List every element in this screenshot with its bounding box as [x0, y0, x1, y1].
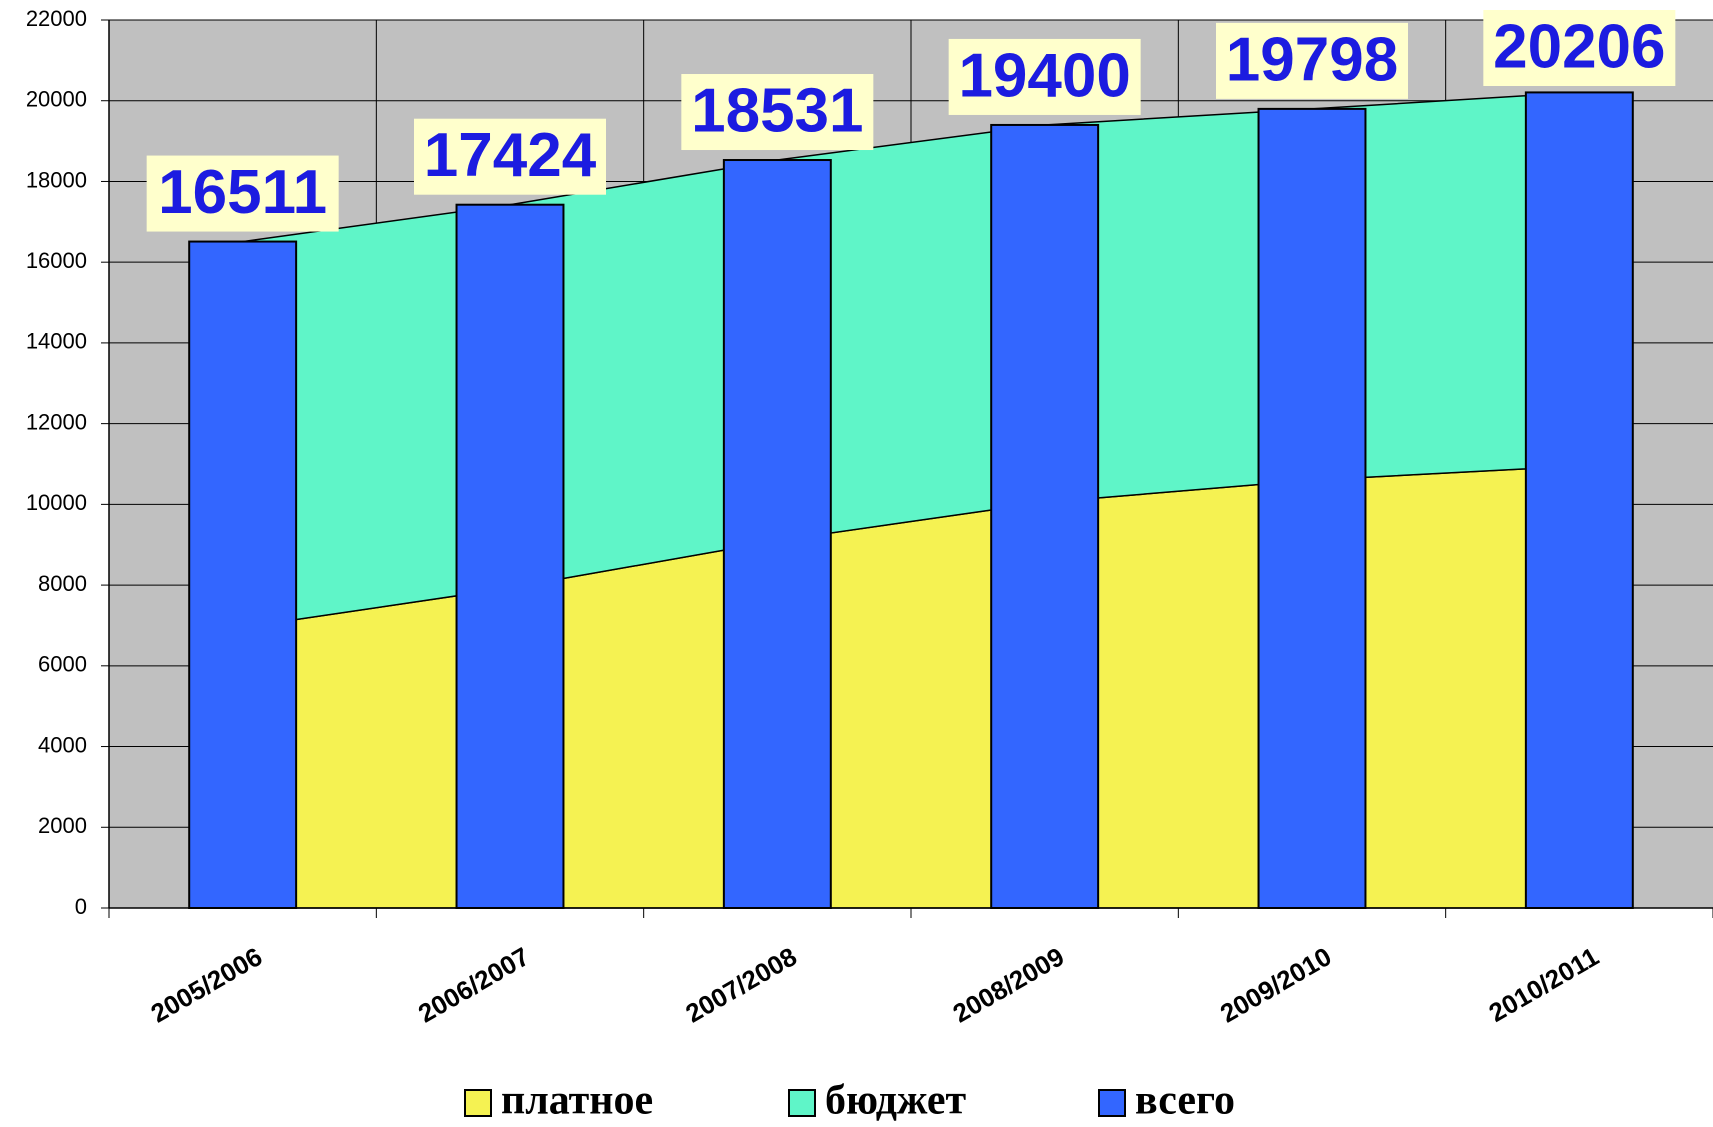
- value-label: 19400: [958, 41, 1130, 110]
- x-tick-label: 2010/2011: [1484, 941, 1604, 1028]
- x-tick-label: 2006/2007: [413, 941, 534, 1028]
- value-label-box: [681, 74, 874, 151]
- y-tick-label: 10000: [26, 490, 87, 515]
- y-tick-label: 2000: [38, 813, 87, 838]
- legend-label: платное: [501, 1078, 653, 1124]
- bar: [1524, 91, 1634, 910]
- value-label: 20206: [1493, 12, 1665, 81]
- legend-label: бюджет: [825, 1078, 966, 1124]
- x-tick-label: 2007/2008: [680, 941, 801, 1028]
- y-tick-label: 8000: [38, 571, 87, 596]
- value-label: 16511: [158, 158, 327, 227]
- bar: [990, 123, 1100, 910]
- value-label: 19798: [1226, 25, 1398, 94]
- y-tick-label: 0: [75, 894, 87, 919]
- y-tick-label: 18000: [26, 167, 87, 192]
- value-label: 18531: [691, 76, 863, 145]
- x-tick-label: 2005/2006: [146, 941, 267, 1028]
- y-tick-label: 16000: [26, 248, 87, 273]
- value-label-box: [1216, 22, 1408, 99]
- y-tick-label: 6000: [38, 652, 87, 677]
- legend-swatch: [788, 1089, 816, 1117]
- value-label: 17424: [424, 121, 597, 190]
- bar: [722, 159, 832, 909]
- y-tick-label: 14000: [26, 329, 87, 354]
- x-tick-label: 2008/2009: [948, 941, 1069, 1028]
- value-label-box: [948, 38, 1141, 115]
- bar: [455, 203, 565, 910]
- y-tick-label: 20000: [26, 87, 87, 112]
- bar: [1257, 107, 1367, 909]
- value-label-box: [414, 118, 606, 195]
- bar: [188, 240, 298, 909]
- value-label-box: [1483, 10, 1676, 86]
- y-tick-label: 12000: [26, 409, 87, 434]
- value-label-box: [146, 155, 339, 232]
- legend-swatch: [1098, 1089, 1126, 1117]
- y-tick-label: 22000: [26, 6, 87, 31]
- x-tick-label: 2009/2010: [1215, 941, 1336, 1028]
- legend-label: всего: [1135, 1078, 1235, 1124]
- y-tick-label: 4000: [38, 732, 87, 757]
- legend-swatch: [464, 1089, 492, 1117]
